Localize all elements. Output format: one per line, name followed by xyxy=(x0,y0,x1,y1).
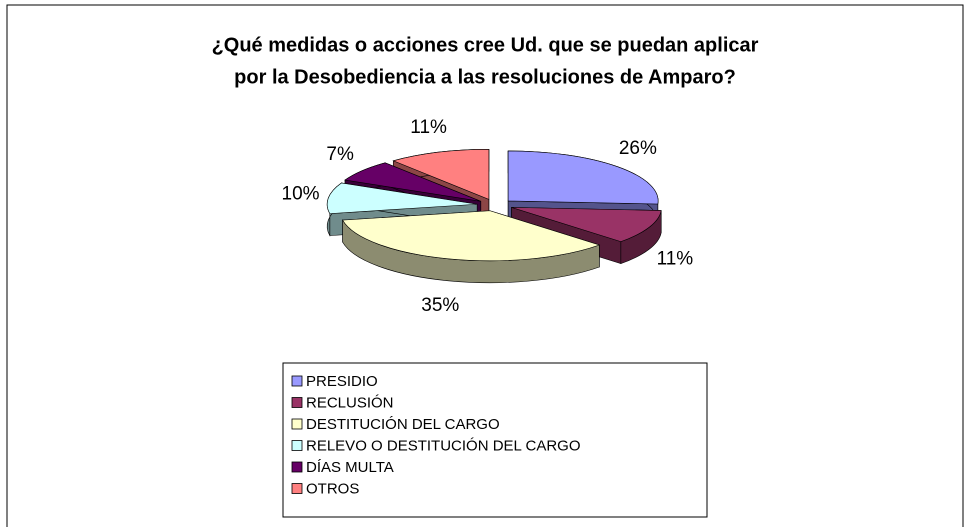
legend-label: RECLUSIÓN xyxy=(306,394,394,411)
pie-slice-group xyxy=(342,210,601,284)
legend-box xyxy=(282,362,708,518)
data-label: 26% xyxy=(619,138,657,159)
chart-title: ¿Qué medidas o acciones cree Ud. que se … xyxy=(212,34,759,56)
legend-label: RELEVO O DESTITUCIÓN DEL CARGO xyxy=(306,437,581,454)
pie-slice xyxy=(344,162,481,202)
legend-swatch xyxy=(291,418,303,430)
legend-label: PRESIDIO xyxy=(306,373,378,390)
legend-swatch xyxy=(291,440,303,451)
legend-label: DÍAS MULTA xyxy=(306,459,394,476)
legend-label: DESTITUCIÓN DEL CARGO xyxy=(306,416,500,433)
pie-slice xyxy=(342,210,601,262)
data-label: 7% xyxy=(326,144,354,165)
data-label: 35% xyxy=(421,295,459,316)
pie-slice xyxy=(392,149,490,200)
legend-swatch xyxy=(291,375,303,387)
chart-frame xyxy=(6,4,964,527)
legend-swatch xyxy=(291,397,303,408)
pie-slice xyxy=(511,207,662,242)
data-label: 11% xyxy=(657,249,694,270)
chart-title: por la Desobediencia a las resoluciones … xyxy=(234,66,736,88)
pie-slice xyxy=(507,150,659,205)
data-label: 10% xyxy=(282,184,320,205)
pie-slice xyxy=(326,182,478,214)
legend-swatch xyxy=(291,461,303,473)
legend-swatch xyxy=(291,483,303,494)
data-label: 11% xyxy=(410,117,447,138)
legend-label: OTROS xyxy=(306,480,359,497)
